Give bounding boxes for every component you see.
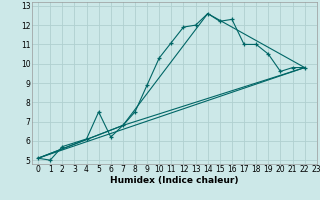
- X-axis label: Humidex (Indice chaleur): Humidex (Indice chaleur): [110, 176, 239, 185]
